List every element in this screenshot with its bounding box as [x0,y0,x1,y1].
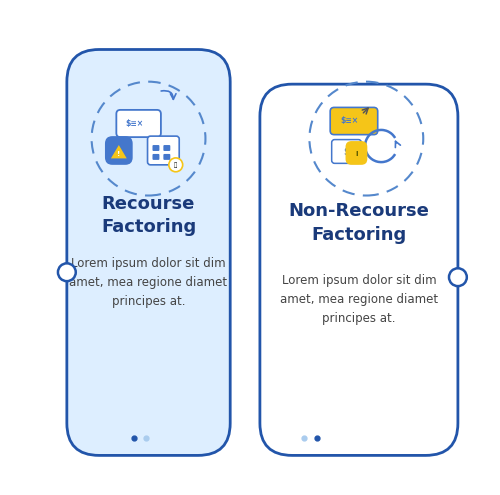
FancyBboxPatch shape [67,50,230,455]
FancyBboxPatch shape [152,145,160,151]
Text: $≡×: $≡× [126,119,144,128]
FancyBboxPatch shape [148,136,179,165]
FancyBboxPatch shape [152,154,160,160]
Circle shape [58,263,76,281]
Text: Lorem ipsum dolor sit dim
amet, mea regione diamet
principes at.: Lorem ipsum dolor sit dim amet, mea regi… [280,274,438,325]
Text: Lorem ipsum dolor sit dim
amet, mea regione diamet
principes at.: Lorem ipsum dolor sit dim amet, mea regi… [70,256,228,308]
Text: Non-Recourse
Factoring: Non-Recourse Factoring [288,202,430,244]
Text: $: $ [343,148,350,157]
Text: ⏰: ⏰ [174,162,178,168]
Text: $≡×: $≡× [340,116,358,125]
FancyBboxPatch shape [105,136,132,165]
FancyBboxPatch shape [260,84,458,455]
Circle shape [169,158,182,172]
FancyBboxPatch shape [346,141,368,165]
FancyBboxPatch shape [164,145,170,151]
FancyBboxPatch shape [116,110,161,137]
Text: !: ! [117,151,120,157]
FancyBboxPatch shape [332,140,362,163]
Text: Recourse
Factoring: Recourse Factoring [101,195,196,236]
FancyBboxPatch shape [164,154,170,160]
Polygon shape [111,145,126,158]
FancyBboxPatch shape [330,107,378,135]
Text: I: I [355,151,358,157]
Circle shape [449,268,467,286]
